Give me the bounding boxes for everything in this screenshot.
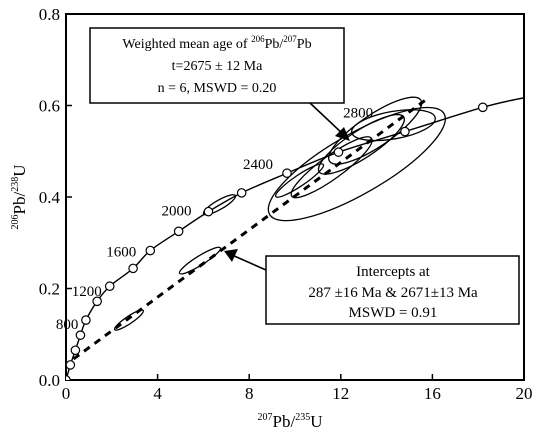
weighted-mean-arrowhead: [335, 127, 350, 141]
concordia-marker: [81, 315, 91, 325]
error-ellipse: [113, 309, 145, 331]
x-tick-label: 4: [153, 384, 162, 403]
weighted-mean-line1: Weighted mean age of 206Pb/207Pb: [122, 34, 311, 52]
concordia-marker: [145, 245, 156, 256]
x-tick-label: 16: [424, 384, 441, 403]
age-label: 2800: [343, 106, 373, 122]
concordia-marker: [333, 147, 344, 157]
intercepts-arrowhead: [224, 249, 238, 262]
x-tick-label: 0: [62, 384, 71, 403]
concordia-age-markers: [66, 102, 488, 380]
concordia-marker: [128, 263, 138, 274]
intercepts-line1: Intercepts at: [356, 264, 431, 280]
intercepts-box: Intercepts at 287 ±16 Ma & 2671±13 Ma MS…: [265, 255, 520, 325]
x-axis-ticks: 0 4 8 12 16 20: [62, 374, 533, 403]
x-tick-label: 20: [516, 384, 533, 403]
concordia-marker: [66, 375, 71, 380]
concordia-marker: [282, 168, 292, 179]
intercepts-arrow-shaft: [231, 254, 267, 271]
weighted-mean-line3: n = 6, MSWD = 0.20: [158, 81, 277, 96]
concordia-marker: [236, 188, 247, 198]
y-axis-title: 206Pb/238U: [10, 165, 29, 230]
concordia-marker: [75, 330, 86, 340]
y-tick-label: 0.8: [39, 5, 60, 24]
concordia-marker: [203, 206, 214, 217]
concordia-marker: [70, 345, 81, 356]
age-label: 800: [56, 317, 79, 333]
y-tick-label: 0.6: [39, 97, 60, 116]
concordia-marker: [477, 102, 488, 113]
concordia-marker: [66, 360, 76, 370]
y-axis-ticks: 0.0 0.2 0.4 0.6 0.8: [39, 5, 72, 390]
x-axis-title: 207Pb/235U: [258, 412, 323, 431]
error-ellipse: [275, 163, 325, 198]
intercepts-line2: 287 ±16 Ma & 2671±13 Ma: [308, 285, 478, 301]
age-label: 1600: [106, 245, 136, 261]
x-tick-label: 12: [332, 384, 349, 403]
weighted-mean-arrow-shaft: [309, 102, 345, 136]
concordia-marker: [173, 226, 184, 237]
concordia-curve: [66, 97, 524, 380]
age-label: 2400: [243, 157, 273, 173]
concordia-marker: [104, 281, 115, 292]
age-label: 1200: [72, 284, 102, 300]
y-tick-label: 0.2: [39, 280, 60, 299]
age-labels: 800 1200 1600 2000 2400 2800: [56, 106, 373, 334]
age-label: 2000: [161, 204, 191, 220]
y-tick-label: 0.0: [39, 371, 60, 390]
concordia-marker: [400, 126, 410, 137]
intercepts-line3: MSWD = 0.91: [349, 305, 438, 321]
concordia-marker: [92, 296, 102, 307]
y-tick-label: 0.4: [39, 188, 61, 207]
error-ellipse: [178, 246, 222, 275]
weighted-mean-box: Weighted mean age of 206Pb/207Pb t=2675 …: [89, 27, 345, 104]
weighted-mean-line2: t=2675 ± 12 Ma: [172, 59, 263, 74]
x-tick-label: 8: [245, 384, 254, 403]
error-ellipse: [328, 96, 423, 165]
